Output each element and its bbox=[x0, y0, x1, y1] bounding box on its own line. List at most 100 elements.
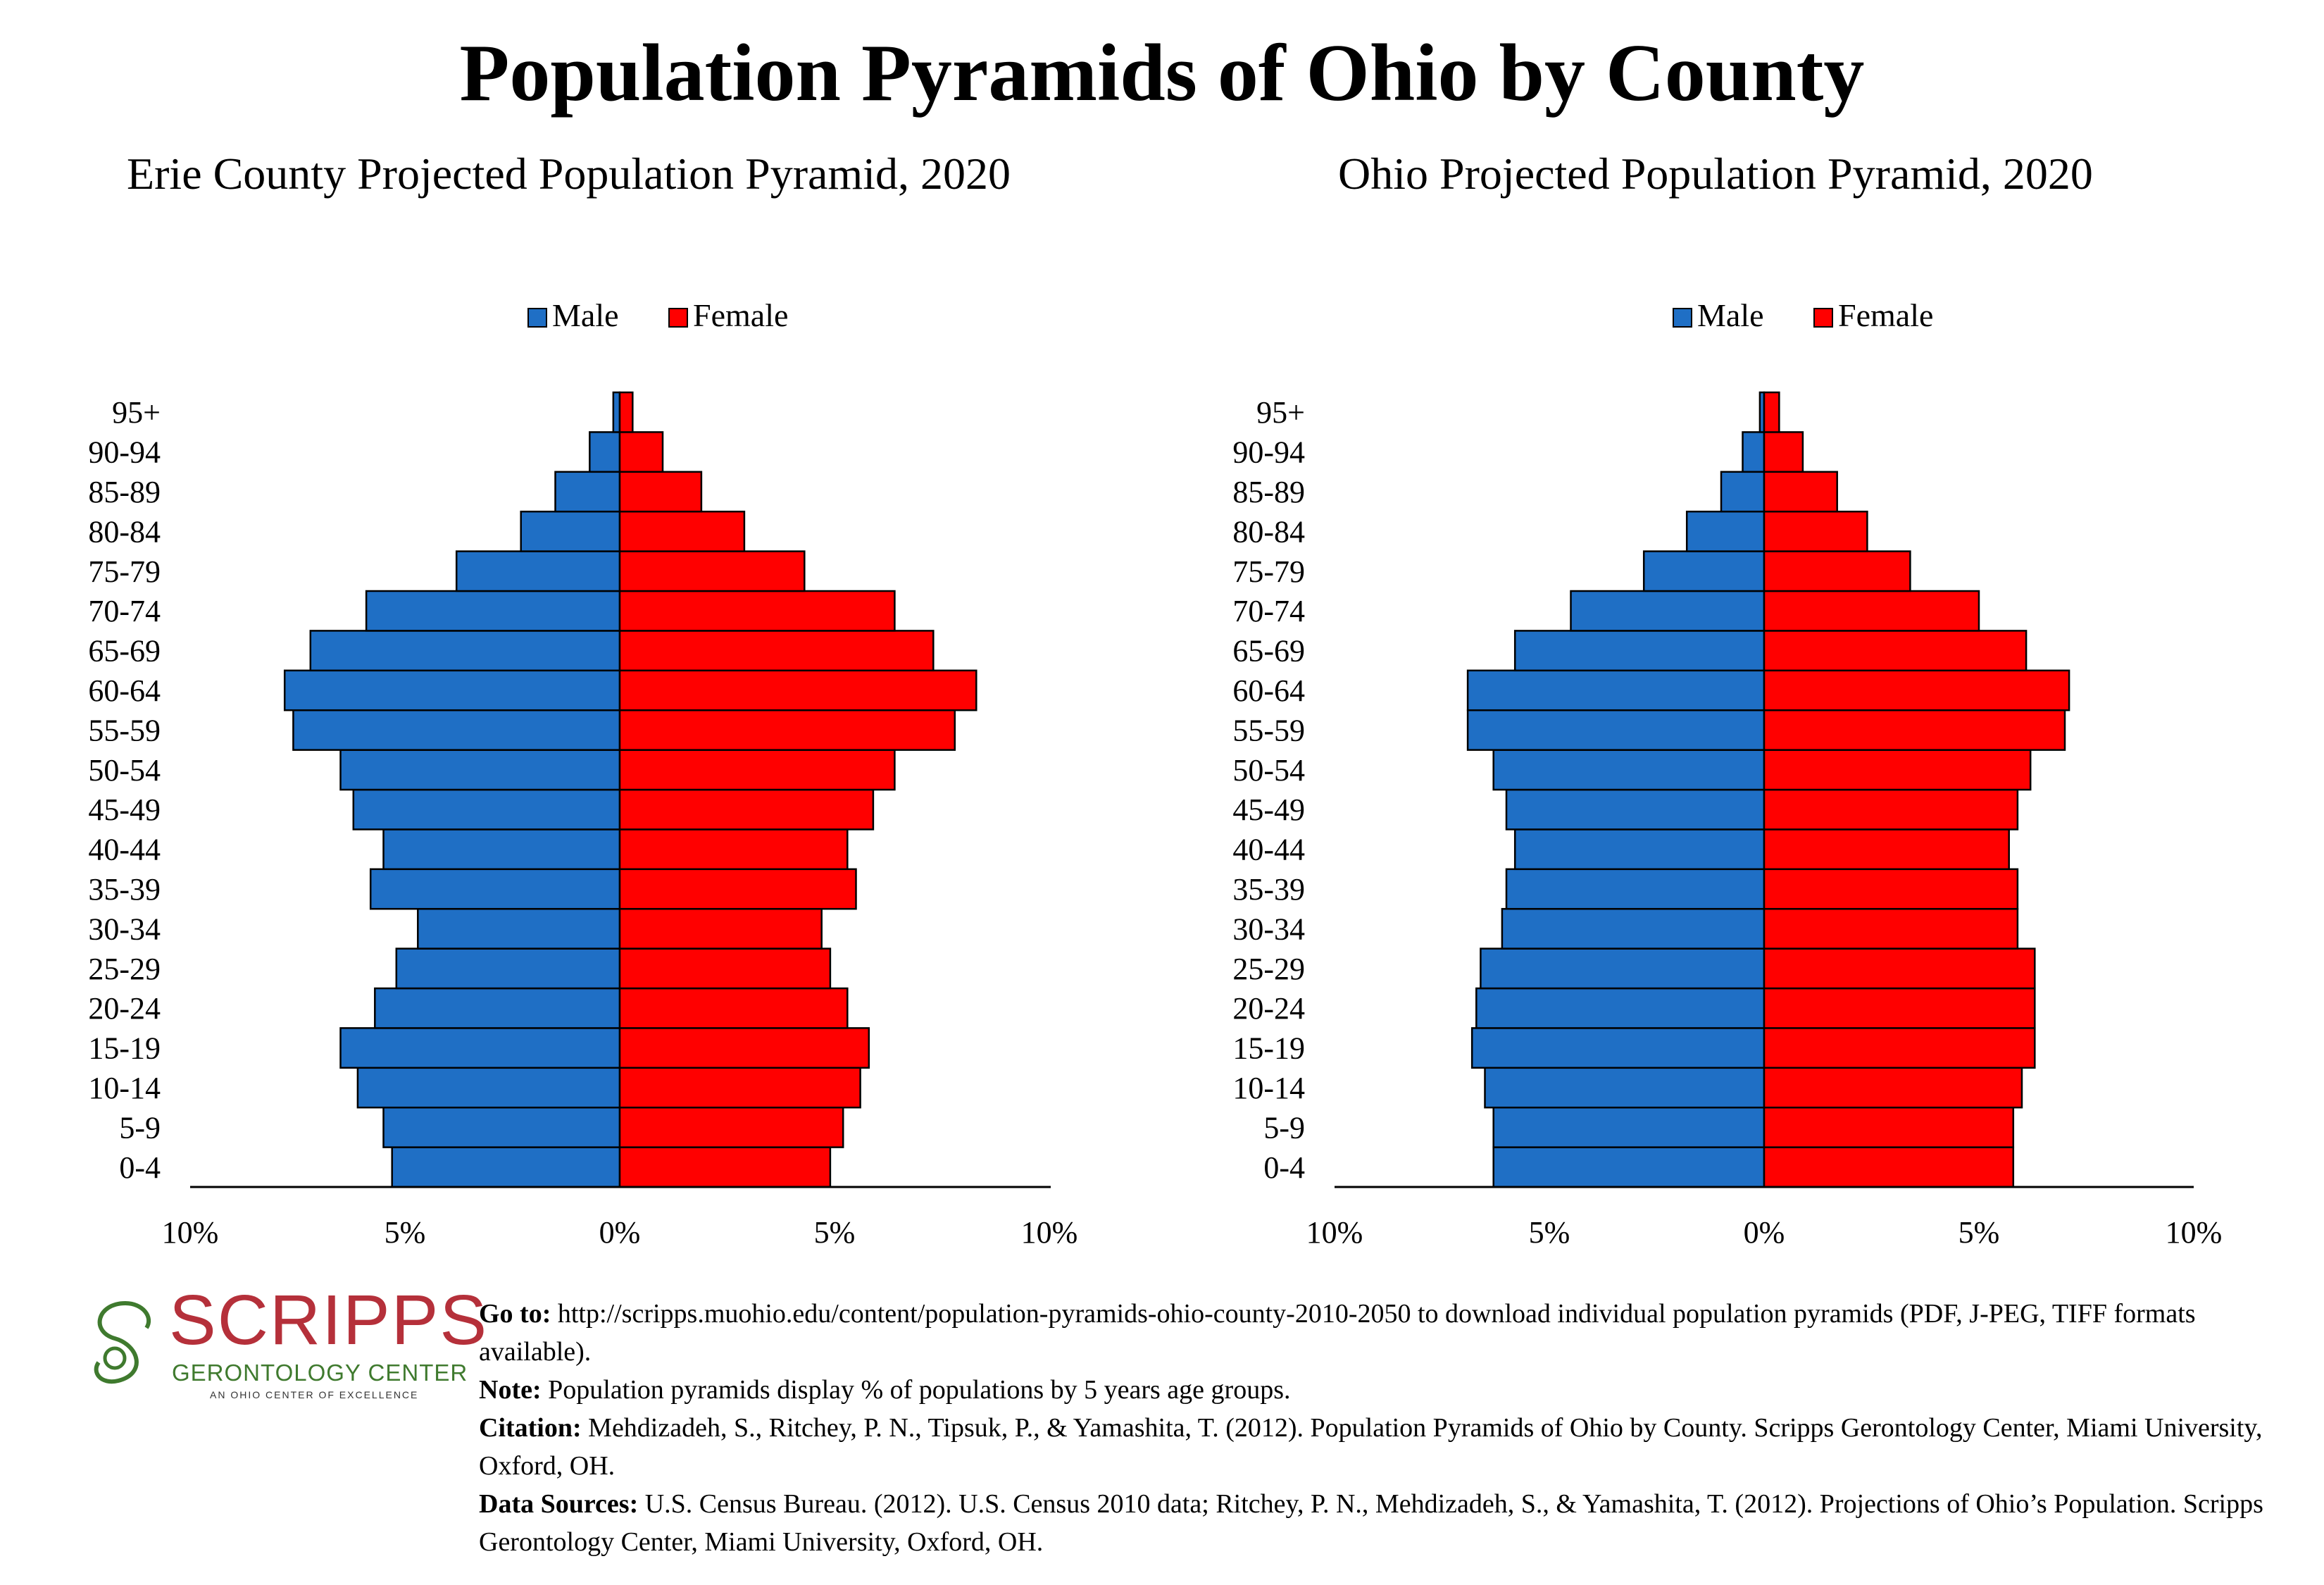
male-bar-70-74 bbox=[1570, 590, 1766, 632]
footer-note: Note: Population pyramids display % of p… bbox=[479, 1371, 2310, 1409]
male-bar-10-14 bbox=[1484, 1067, 1766, 1109]
male-bar-95+ bbox=[1758, 391, 1766, 433]
male-bar-75-79 bbox=[1642, 550, 1766, 592]
male-bar-45-49 bbox=[1505, 788, 1766, 831]
female-bar-95+ bbox=[618, 391, 634, 433]
male-bar-45-49 bbox=[352, 788, 621, 831]
male-bar-0-4 bbox=[1492, 1146, 1766, 1188]
male-bar-40-44 bbox=[382, 828, 621, 871]
male-bar-80-84 bbox=[1685, 510, 1766, 552]
male-bar-35-39 bbox=[369, 868, 621, 910]
x-tick-label: 10% bbox=[1021, 1215, 1078, 1250]
female-bar-50-54 bbox=[618, 749, 896, 791]
female-bar-65-69 bbox=[618, 630, 935, 672]
female-bar-45-49 bbox=[618, 788, 875, 831]
legend-female-label: Female bbox=[1838, 297, 1933, 333]
citation-label: Citation: bbox=[479, 1413, 582, 1443]
male-bar-20-24 bbox=[1475, 987, 1766, 1029]
male-bar-60-64 bbox=[1466, 669, 1766, 711]
female-bar-40-44 bbox=[1763, 828, 2010, 871]
age-label: 30-34 bbox=[88, 912, 161, 946]
female-bar-45-49 bbox=[1763, 788, 2019, 831]
female-bar-60-64 bbox=[1763, 669, 2070, 711]
female-bar-35-39 bbox=[1763, 868, 2019, 910]
age-label: 75-79 bbox=[1232, 554, 1305, 589]
male-bar-65-69 bbox=[1513, 630, 1766, 672]
male-bar-30-34 bbox=[1501, 907, 1766, 950]
male-bar-0-4 bbox=[391, 1146, 621, 1188]
female-bar-0-4 bbox=[618, 1146, 832, 1188]
female-bar-20-24 bbox=[618, 987, 849, 1029]
male-bar-80-84 bbox=[520, 510, 621, 552]
male-bar-65-69 bbox=[309, 630, 621, 672]
x-tick-label: 5% bbox=[814, 1215, 856, 1250]
female-bar-20-24 bbox=[1763, 987, 2036, 1029]
footer-notes: Go to: http://scripps.muohio.edu/content… bbox=[479, 1295, 2310, 1561]
footer-citation: Citation: Mehdizadeh, S., Ritchey, P. N.… bbox=[479, 1409, 2310, 1485]
female-bar-30-34 bbox=[1763, 907, 2019, 950]
x-tick-label: 5% bbox=[1529, 1215, 1570, 1250]
male-bar-30-34 bbox=[417, 907, 621, 950]
age-label: 15-19 bbox=[1232, 1031, 1305, 1066]
male-bar-85-89 bbox=[1720, 471, 1766, 513]
age-label: 75-79 bbox=[88, 554, 161, 589]
male-bar-85-89 bbox=[554, 471, 621, 513]
male-bar-40-44 bbox=[1513, 828, 1766, 871]
male-bar-55-59 bbox=[1466, 709, 1766, 751]
left-chart-title: Erie County Projected Population Pyramid… bbox=[127, 149, 1011, 199]
logo-tagline: AN OHIO CENTER OF EXCELLENCE bbox=[210, 1389, 419, 1400]
female-bar-80-84 bbox=[1763, 510, 1868, 552]
female-bar-5-9 bbox=[1763, 1106, 2015, 1148]
x-tick-label: 5% bbox=[1958, 1215, 2000, 1250]
male-bar-55-59 bbox=[292, 709, 621, 751]
age-label: 65-69 bbox=[1232, 634, 1305, 669]
female-bar-10-14 bbox=[1763, 1067, 2023, 1109]
female-bar-70-74 bbox=[1763, 590, 1980, 632]
logo-subtitle: GERONTOLOGY CENTER bbox=[172, 1360, 468, 1386]
female-bar-35-39 bbox=[618, 868, 857, 910]
female-bar-55-59 bbox=[1763, 709, 2066, 751]
age-label: 50-54 bbox=[1232, 753, 1305, 788]
female-bar-25-29 bbox=[1763, 947, 2036, 990]
sources-label: Data Sources: bbox=[479, 1489, 639, 1519]
male-bar-25-29 bbox=[395, 947, 621, 990]
age-label: 20-24 bbox=[88, 991, 161, 1026]
female-bar-75-79 bbox=[618, 550, 806, 592]
male-bar-25-29 bbox=[1480, 947, 1766, 990]
female-bar-30-34 bbox=[618, 907, 823, 950]
male-bar-35-39 bbox=[1505, 868, 1766, 910]
age-label: 30-34 bbox=[1232, 912, 1305, 946]
male-bar-5-9 bbox=[382, 1106, 621, 1148]
male-bar-95+ bbox=[612, 391, 621, 433]
age-label: 10-14 bbox=[1232, 1071, 1305, 1105]
age-label: 95+ bbox=[1256, 395, 1305, 430]
logo-wordmark: SCRIPPS bbox=[169, 1281, 489, 1360]
x-tick-label: 10% bbox=[1306, 1215, 1363, 1250]
x-tick-label: 5% bbox=[385, 1215, 426, 1250]
male-bar-50-54 bbox=[339, 749, 621, 791]
legend-female-swatch bbox=[668, 308, 688, 328]
age-label: 50-54 bbox=[88, 753, 161, 788]
footer-goto: Go to: http://scripps.muohio.edu/content… bbox=[479, 1295, 2310, 1371]
age-label: 60-64 bbox=[1232, 673, 1305, 708]
age-label: 85-89 bbox=[88, 475, 161, 509]
age-label: 25-29 bbox=[88, 952, 161, 986]
age-label: 5-9 bbox=[1263, 1110, 1305, 1145]
male-bar-75-79 bbox=[455, 550, 621, 592]
age-label: 40-44 bbox=[1232, 833, 1305, 867]
legend-male-swatch bbox=[1673, 308, 1692, 328]
age-label: 0-4 bbox=[119, 1150, 161, 1185]
age-label: 25-29 bbox=[1232, 952, 1305, 986]
male-bar-60-64 bbox=[283, 669, 621, 711]
legend-male-swatch bbox=[527, 308, 547, 328]
age-label: 55-59 bbox=[88, 713, 161, 747]
legend-female-swatch bbox=[1813, 308, 1833, 328]
male-bar-50-54 bbox=[1492, 749, 1766, 791]
male-bar-5-9 bbox=[1492, 1106, 1766, 1148]
goto-label: Go to: bbox=[479, 1299, 551, 1329]
male-bar-10-14 bbox=[356, 1067, 621, 1109]
footer-sources: Data Sources: U.S. Census Bureau. (2012)… bbox=[479, 1485, 2310, 1561]
age-label: 45-49 bbox=[1232, 792, 1305, 827]
female-bar-25-29 bbox=[618, 947, 832, 990]
female-bar-90-94 bbox=[1763, 431, 1804, 473]
